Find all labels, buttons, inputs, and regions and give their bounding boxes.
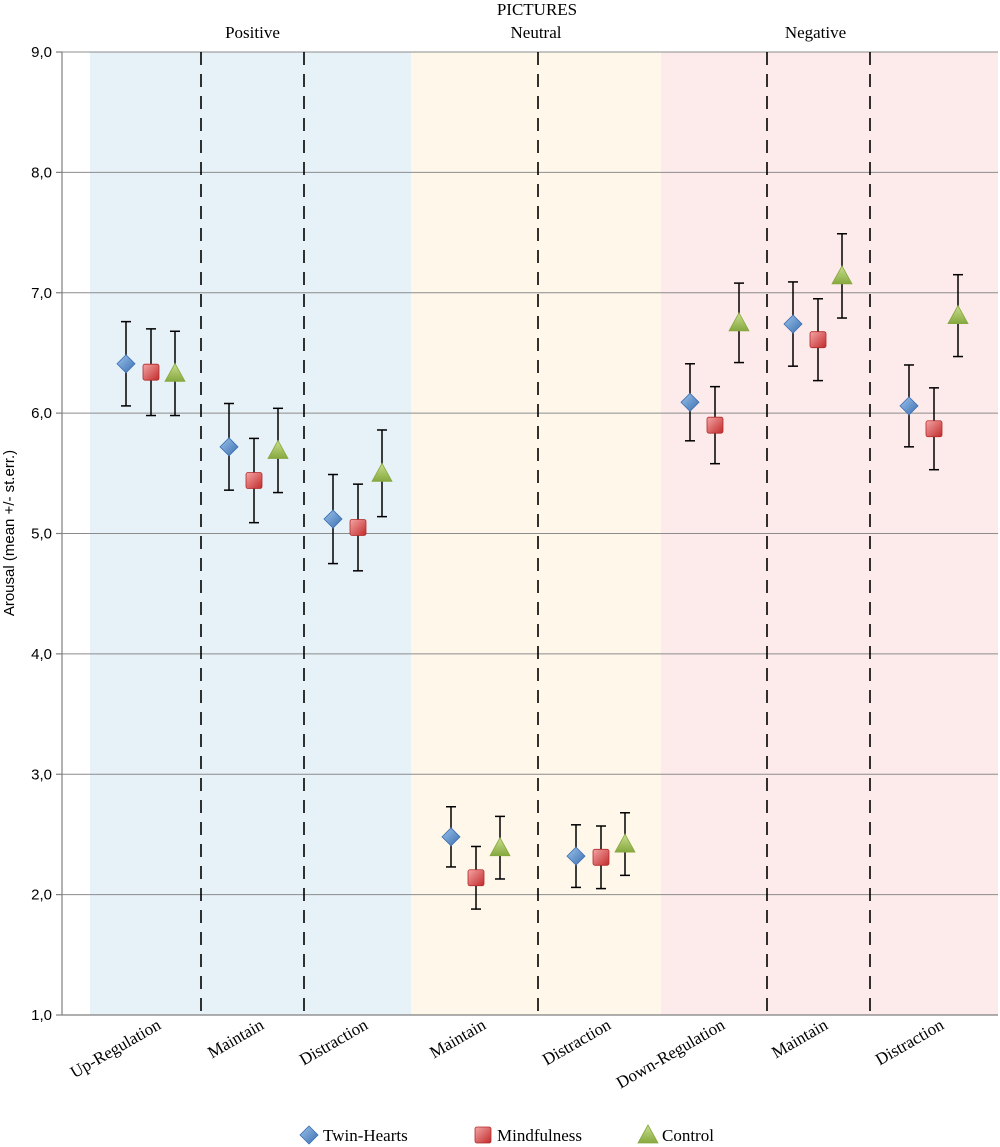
y-tick-label: 3,0 <box>31 766 52 783</box>
data-point-twin-hearts <box>116 354 136 374</box>
legend-item-twin-hearts: Twin-Hearts <box>299 1125 408 1145</box>
data-point-control <box>614 833 636 853</box>
data-point-twin-hearts <box>680 392 700 412</box>
x-tick-label: Maintain <box>768 1015 831 1062</box>
chart-title: PICTURES <box>497 0 577 19</box>
data-point-twin-hearts <box>899 396 919 416</box>
legend-item-mindfulness: Mindfulness <box>474 1126 582 1145</box>
data-point-twin-hearts <box>566 846 586 866</box>
y-tick-label: 4,0 <box>31 646 52 663</box>
data-point-mindfulness <box>349 519 367 536</box>
data-point-mindfulness <box>592 848 610 866</box>
data-point-control <box>947 304 969 325</box>
data-point-control <box>267 439 289 459</box>
data-point-twin-hearts <box>323 509 343 529</box>
x-tick-label: Up-Regulation <box>67 1015 164 1082</box>
y-tick-label: 7,0 <box>31 285 52 302</box>
data-point-mindfulness <box>925 420 943 438</box>
y-tick-label: 8,0 <box>31 164 52 181</box>
legend-label-mindfulness: Mindfulness <box>497 1126 582 1145</box>
group-label-neutral: Neutral <box>511 23 562 42</box>
data-point-twin-hearts <box>783 314 803 334</box>
x-tick-label: Down-Regulation <box>613 1015 728 1093</box>
group-label-positive: Positive <box>225 23 280 42</box>
legend-label-control: Control <box>662 1126 714 1145</box>
data-point-mindfulness <box>245 472 263 489</box>
group-label-negative: Negative <box>785 23 846 42</box>
legend-label-twin-hearts: Twin-Hearts <box>323 1126 408 1145</box>
y-tick-label: 5,0 <box>31 526 52 543</box>
legend-item-control: Control <box>637 1124 714 1145</box>
legend-marker-control <box>637 1124 659 1144</box>
y-tick-label: 2,0 <box>31 887 52 904</box>
x-tick-label: Maintain <box>426 1015 489 1062</box>
y-tick-label: 1,0 <box>31 1007 52 1024</box>
data-point-mindfulness <box>809 331 827 349</box>
data-point-control <box>371 462 393 482</box>
legend-marker-mindfulness <box>474 1126 492 1144</box>
data-point-mindfulness <box>467 869 485 887</box>
data-point-control <box>164 362 186 382</box>
data-point-twin-hearts <box>441 827 461 847</box>
x-tick-label: Maintain <box>204 1015 267 1062</box>
x-tick-label: Distraction <box>296 1015 371 1069</box>
y-axis-label: Arousal (mean +/- st.err.) <box>1 450 18 616</box>
data-point-twin-hearts <box>219 437 239 457</box>
data-point-mindfulness <box>142 363 160 381</box>
data-point-mindfulness <box>706 416 724 434</box>
legend-marker-twin-hearts <box>299 1125 319 1145</box>
y-tick-label: 9,0 <box>31 44 52 61</box>
x-tick-label: Distraction <box>872 1015 947 1069</box>
x-tick-label: Distraction <box>539 1015 614 1069</box>
data-point-control <box>728 312 750 332</box>
y-tick-label: 6,0 <box>31 405 52 422</box>
data-point-control <box>831 265 853 285</box>
data-point-control <box>489 836 511 857</box>
